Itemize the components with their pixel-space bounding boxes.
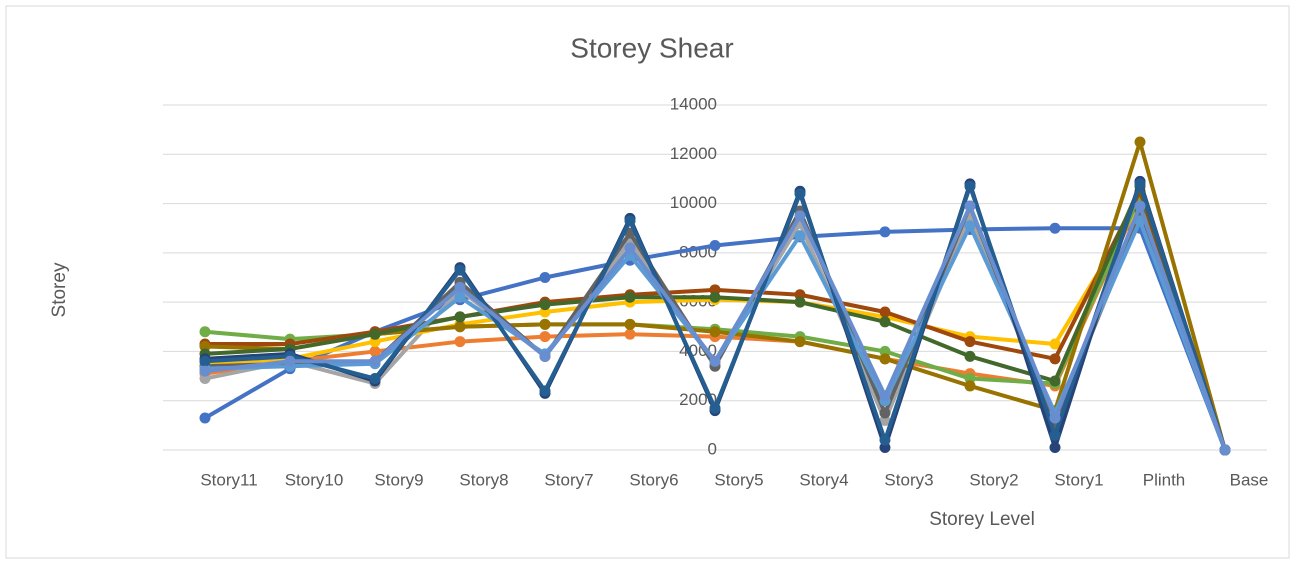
data-point [1049,412,1061,424]
data-point [709,355,721,367]
data-point [964,336,976,348]
x-tick-label: Story4 [799,470,848,489]
data-point [199,355,211,367]
data-point [879,226,891,238]
data-point [964,200,976,212]
data-point [284,355,296,367]
data-point [964,350,976,362]
x-tick-label: Story7 [544,470,593,489]
data-point [454,336,466,348]
data-point [454,281,466,293]
data-point [369,328,381,340]
y-tick-label: 12000 [670,144,717,163]
y-axis-label: Storey [49,262,70,317]
data-point [624,242,636,254]
data-point [964,220,976,232]
data-point [454,321,466,333]
data-point [624,215,636,227]
data-point [794,188,806,200]
data-point [454,311,466,323]
data-point [1049,222,1061,234]
data-point [539,385,551,397]
x-tick-label: Story5 [714,470,763,489]
data-point [709,326,721,338]
y-tick-label: 0 [708,439,717,458]
data-point [879,316,891,328]
data-point [964,380,976,392]
data-point [794,210,806,222]
y-tick-label: 10000 [670,193,717,212]
data-point [539,350,551,362]
x-tick-label: Story8 [459,470,508,489]
data-point [199,365,211,377]
x-tick-label: Story3 [884,470,933,489]
data-point [539,318,551,330]
x-tick-label: Story10 [285,470,344,489]
data-point [369,373,381,385]
data-point [624,291,636,303]
data-point [539,299,551,311]
data-point [964,180,976,192]
data-point [624,318,636,330]
data-point [1134,200,1146,212]
y-tick-label: 14000 [670,94,717,113]
data-point [879,306,891,318]
x-tick-label: Story2 [969,470,1018,489]
data-point [454,291,466,303]
data-point [454,264,466,276]
data-point [1219,444,1231,456]
data-point [879,353,891,365]
x-tick-label: Story6 [629,470,678,489]
data-point [1134,136,1146,148]
data-point [794,296,806,308]
data-point [1049,442,1061,454]
data-point [199,326,211,338]
data-point [1049,338,1061,350]
data-point [1049,353,1061,365]
chart-title: Storey Shear [570,32,733,63]
data-point [624,328,636,340]
data-point [709,291,721,303]
data-point [369,345,381,357]
data-point [879,434,891,446]
data-point [879,390,891,402]
data-point [369,355,381,367]
x-tick-label: Story1 [1054,470,1103,489]
x-tick-label: Story11 [200,470,257,489]
data-point [1049,375,1061,387]
data-point [709,402,721,414]
data-point [1049,429,1061,441]
x-tick-label: Base [1230,470,1269,489]
chart-frame [5,5,1290,559]
data-point [539,272,551,283]
data-point [794,336,806,348]
data-point [199,412,211,424]
data-point [794,230,806,242]
data-point [1134,178,1146,190]
x-tick-label: Plinth [1143,470,1186,489]
data-point [709,239,721,251]
data-point [539,331,551,343]
x-axis-label: Storey Level [929,509,1035,530]
x-tick-label: Story9 [374,470,423,489]
data-point [879,407,891,419]
